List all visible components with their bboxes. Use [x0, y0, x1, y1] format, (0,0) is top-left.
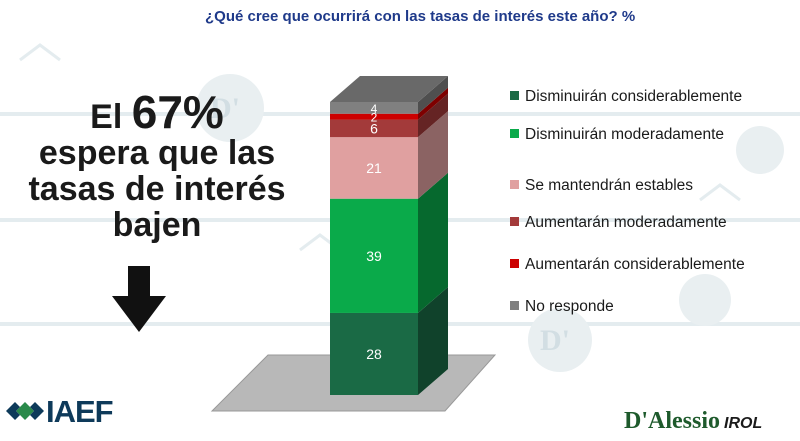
bar-segment-3-side [418, 111, 448, 199]
legend-item-3: Se mantendrán estables [510, 177, 693, 195]
bar-segment-6-side [418, 76, 448, 114]
legend-item-5: Aumentarán considerablemente [510, 256, 745, 274]
bar-segment-6-front [330, 102, 418, 114]
dalessio-logo: D'Alessio IROL [624, 408, 762, 435]
bar-segment-4-side [418, 93, 448, 138]
headline: El 67% espera que las tasas de interés b… [12, 88, 302, 243]
bar-segment-2-side [418, 172, 448, 313]
legend-item-4: Aumentarán moderadamente [510, 214, 727, 232]
bar-value-label-2: 39 [366, 248, 382, 264]
bar-value-label-1: 28 [366, 346, 382, 362]
bar-segment-1-front [330, 312, 418, 395]
legend-label-4: Aumentarán moderadamente [525, 214, 727, 231]
legend-swatch-1 [510, 91, 519, 100]
headline-line-1: espera que las [38, 134, 276, 173]
iaef-logo-text: IAEF [46, 394, 114, 429]
legend-label-5: Aumentarán considerablemente [525, 256, 745, 273]
legend-label-1: Disminuirán considerablemente [525, 88, 743, 105]
iaef-logo-icon [6, 402, 44, 420]
legend-swatch-6 [510, 301, 519, 310]
legend-swatch-3 [510, 180, 519, 189]
legend-item-1: Disminuirán considerablemente [510, 88, 742, 106]
bar-value-label-5: 2 [371, 111, 378, 125]
legend-swatch-2 [510, 129, 519, 138]
bar-segment-1-side [418, 286, 448, 395]
chart-title: ¿Qué cree que ocurrirá con las tasas de … [205, 8, 636, 25]
legend-swatch-4 [510, 217, 519, 226]
svg-text:D': D' [540, 324, 570, 357]
down-arrow-icon [112, 266, 166, 332]
bar-segment-3-front [330, 137, 418, 199]
legend-item-2: Disminuirán moderadamente [510, 126, 724, 144]
svg-text:D': D' [210, 92, 240, 125]
bar-segment-5-front [330, 113, 418, 120]
legend-label-3: Se mantendrán estables [525, 177, 694, 194]
bar-segment-2-front [330, 198, 418, 313]
bar-value-label-3: 21 [366, 160, 382, 176]
headline-highlight: 67% [131, 86, 224, 138]
bar-segment-5-side [418, 87, 448, 120]
legend-item-6: No responde [510, 298, 614, 316]
legend-swatch-5 [510, 259, 519, 268]
headline-line-2: tasas de interés [28, 169, 286, 208]
legend-label-6: No responde [525, 298, 614, 315]
bar-value-label-6: 4 [371, 102, 378, 116]
dalessio-brand: D'Alessio [624, 408, 720, 434]
bar-segment-4-front [330, 119, 418, 138]
headline-line-3: bajen [112, 205, 202, 244]
irol-suffix: IROL [724, 415, 763, 432]
bar-top-face [330, 76, 448, 102]
bar-value-label-4: 6 [370, 120, 378, 136]
headline-prefix: El [90, 98, 123, 136]
legend-label-2: Disminuirán moderadamente [525, 126, 725, 143]
